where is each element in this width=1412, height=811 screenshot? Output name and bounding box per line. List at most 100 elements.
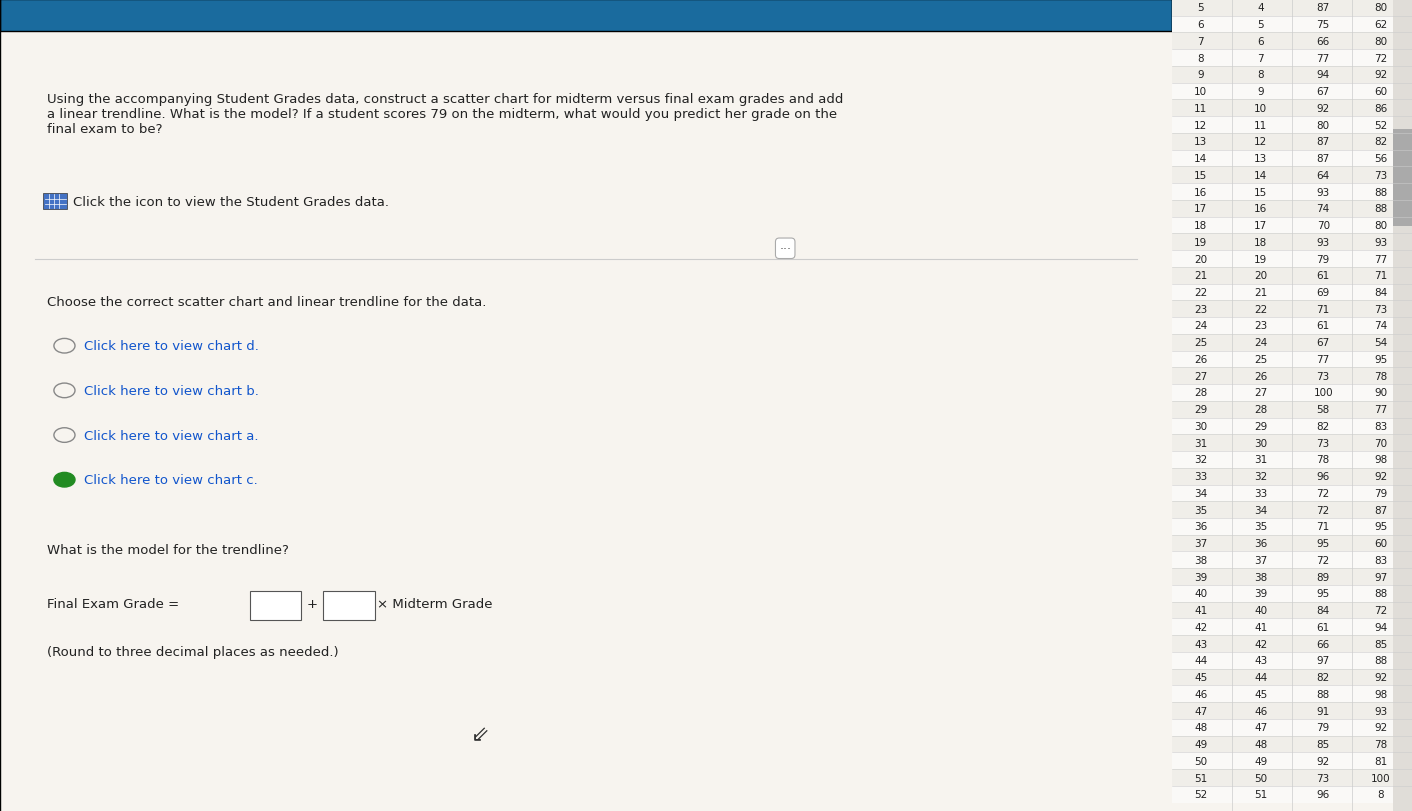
Bar <box>1172 351 1412 368</box>
Text: 56: 56 <box>1374 154 1388 164</box>
Bar <box>1172 200 1412 217</box>
Text: 49: 49 <box>1195 739 1207 749</box>
Text: 24: 24 <box>1254 338 1268 348</box>
Text: 60: 60 <box>1374 539 1388 548</box>
Text: 9: 9 <box>1197 71 1204 80</box>
Text: 7: 7 <box>1197 36 1204 47</box>
Bar <box>1172 251 1412 268</box>
Text: 22: 22 <box>1254 304 1268 315</box>
Text: 28: 28 <box>1195 388 1207 398</box>
Text: 92: 92 <box>1374 723 1388 732</box>
Text: 32: 32 <box>1195 455 1207 465</box>
Text: Click the icon to view the Student Grades data.: Click the icon to view the Student Grade… <box>72 195 388 208</box>
Text: 72: 72 <box>1316 488 1330 498</box>
Text: 24: 24 <box>1195 321 1207 331</box>
Text: 41: 41 <box>1254 622 1268 632</box>
Text: ⇙: ⇙ <box>472 724 490 744</box>
Text: 66: 66 <box>1316 36 1330 47</box>
Bar <box>1172 151 1412 167</box>
Bar <box>1172 652 1412 669</box>
Text: 43: 43 <box>1254 655 1268 666</box>
Text: 52: 52 <box>1195 789 1207 800</box>
Bar <box>1172 619 1412 636</box>
Text: 93: 93 <box>1316 187 1330 197</box>
Text: Click here to view chart b.: Click here to view chart b. <box>85 384 260 397</box>
Bar <box>1172 285 1412 301</box>
Text: 33: 33 <box>1195 471 1207 482</box>
Text: 11: 11 <box>1254 120 1268 131</box>
Text: 71: 71 <box>1316 304 1330 315</box>
Bar <box>1172 50 1412 67</box>
Text: ✓: ✓ <box>61 475 69 485</box>
Bar <box>1172 636 1412 652</box>
Text: 27: 27 <box>1254 388 1268 398</box>
Text: 78: 78 <box>1316 455 1330 465</box>
Text: 82: 82 <box>1316 422 1330 431</box>
Text: 87: 87 <box>1374 505 1388 515</box>
Text: 82: 82 <box>1316 672 1330 682</box>
Text: 80: 80 <box>1374 36 1388 47</box>
Text: 19: 19 <box>1254 254 1268 264</box>
Text: 8: 8 <box>1378 789 1384 800</box>
Text: 87: 87 <box>1316 154 1330 164</box>
Text: 78: 78 <box>1374 371 1388 381</box>
Text: 67: 67 <box>1316 338 1330 348</box>
Text: 38: 38 <box>1254 572 1268 581</box>
Text: 25: 25 <box>1195 338 1207 348</box>
Text: 85: 85 <box>1374 639 1388 649</box>
Text: 92: 92 <box>1374 672 1388 682</box>
Text: 30: 30 <box>1254 438 1268 448</box>
Text: 73: 73 <box>1316 438 1330 448</box>
Text: 14: 14 <box>1195 154 1207 164</box>
Text: 36: 36 <box>1195 521 1207 532</box>
Text: 100: 100 <box>1371 773 1391 783</box>
Text: 51: 51 <box>1195 773 1207 783</box>
Text: 95: 95 <box>1374 354 1388 364</box>
Text: 6: 6 <box>1258 36 1264 47</box>
Bar <box>1172 518 1412 535</box>
Text: Click here to view chart d.: Click here to view chart d. <box>85 340 260 353</box>
Text: 40: 40 <box>1254 605 1268 616</box>
Bar <box>1172 101 1412 117</box>
Text: 97: 97 <box>1374 572 1388 581</box>
Text: 34: 34 <box>1254 505 1268 515</box>
Bar <box>1172 685 1412 702</box>
Text: 16: 16 <box>1254 204 1268 214</box>
Text: 15: 15 <box>1195 170 1207 181</box>
Bar <box>1172 33 1412 50</box>
Text: 88: 88 <box>1316 689 1330 699</box>
Text: 71: 71 <box>1374 271 1388 281</box>
Text: 17: 17 <box>1254 221 1268 231</box>
Bar <box>1172 318 1412 334</box>
Text: 23: 23 <box>1254 321 1268 331</box>
Text: 77: 77 <box>1374 254 1388 264</box>
Text: 48: 48 <box>1195 723 1207 732</box>
Bar <box>1172 334 1412 351</box>
Text: (Round to three decimal places as needed.): (Round to three decimal places as needed… <box>47 645 339 658</box>
Text: 43: 43 <box>1195 639 1207 649</box>
Text: 26: 26 <box>1254 371 1268 381</box>
Text: 20: 20 <box>1254 271 1268 281</box>
Text: 37: 37 <box>1195 539 1207 548</box>
Text: 92: 92 <box>1316 756 1330 766</box>
Text: 31: 31 <box>1254 455 1268 465</box>
Text: 34: 34 <box>1195 488 1207 498</box>
Text: 47: 47 <box>1195 706 1207 715</box>
Text: 73: 73 <box>1316 773 1330 783</box>
Text: 73: 73 <box>1374 170 1388 181</box>
Text: 83: 83 <box>1374 422 1388 431</box>
Text: 93: 93 <box>1374 238 1388 247</box>
Bar <box>1172 117 1412 134</box>
Bar <box>1172 234 1412 251</box>
Text: 92: 92 <box>1316 104 1330 114</box>
Text: 46: 46 <box>1195 689 1207 699</box>
Text: 72: 72 <box>1374 54 1388 63</box>
Bar <box>1172 0 1412 17</box>
Text: 87: 87 <box>1316 3 1330 13</box>
Text: 58: 58 <box>1316 405 1330 414</box>
Text: 49: 49 <box>1254 756 1268 766</box>
Text: 13: 13 <box>1195 137 1207 147</box>
Text: 23: 23 <box>1195 304 1207 315</box>
Text: 51: 51 <box>1254 789 1268 800</box>
Bar <box>1392 130 1412 227</box>
